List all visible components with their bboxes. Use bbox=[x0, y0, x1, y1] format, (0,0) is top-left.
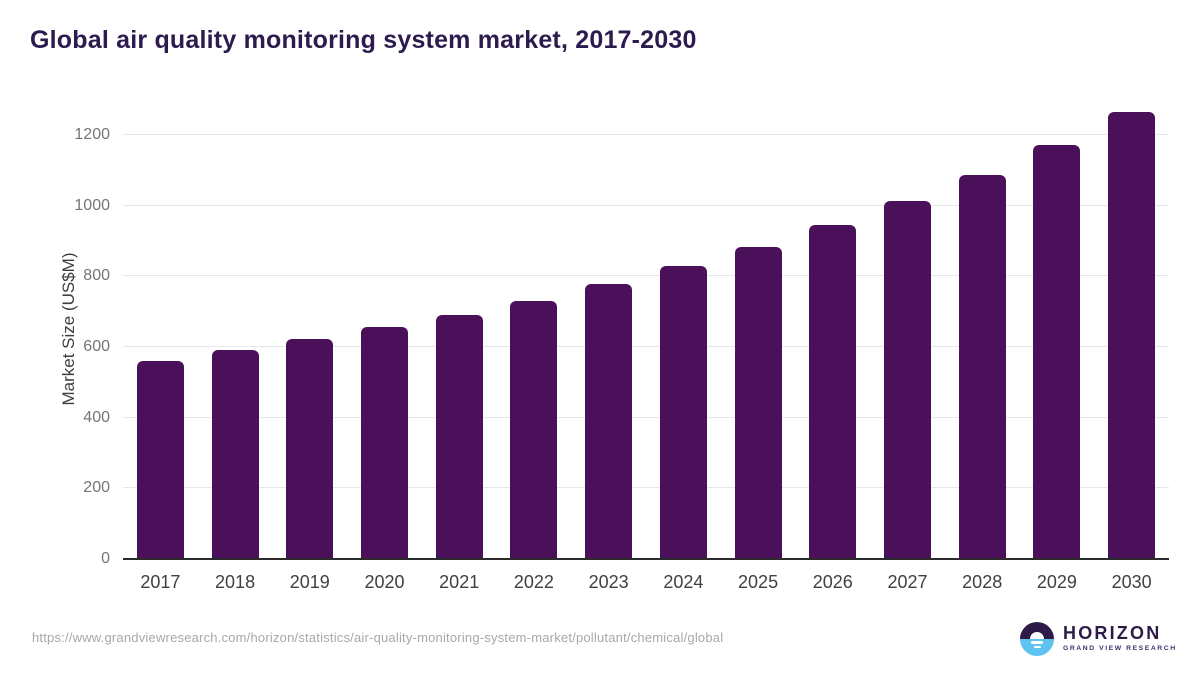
x-axis-line bbox=[123, 558, 1169, 560]
bar-2024 bbox=[659, 266, 707, 559]
x-tick-label-2020: 2020 bbox=[364, 572, 405, 592]
water-reflection-icon bbox=[1031, 641, 1043, 644]
y-tick-label-800: 800 bbox=[83, 267, 110, 285]
x-tick-label-2019: 2019 bbox=[289, 572, 330, 592]
bar-2026 bbox=[809, 225, 857, 559]
sun-icon bbox=[1030, 632, 1044, 639]
x-tick-label-2021: 2021 bbox=[439, 572, 480, 592]
x-tick-label-2030: 2030 bbox=[1111, 572, 1152, 592]
bar-2020 bbox=[361, 327, 408, 559]
x-tick-label-2018: 2018 bbox=[215, 572, 256, 592]
x-tick-label-2029: 2029 bbox=[1036, 572, 1077, 592]
x-tick-label-2025: 2025 bbox=[738, 572, 779, 592]
x-tick-label-2028: 2028 bbox=[962, 572, 1003, 592]
water-reflection-icon bbox=[1033, 646, 1041, 648]
bar-2025 bbox=[734, 247, 782, 559]
gridline-1200 bbox=[123, 134, 1169, 135]
bar-2018 bbox=[211, 350, 259, 559]
horizon-logo-icon bbox=[1020, 622, 1054, 656]
gridline-200 bbox=[123, 487, 1169, 489]
y-tick-label-1200: 1200 bbox=[74, 126, 110, 143]
y-tick-label-200: 200 bbox=[83, 479, 110, 497]
y-tick-label-400: 400 bbox=[83, 408, 110, 426]
bar-2019 bbox=[286, 338, 334, 559]
x-tick-label-2022: 2022 bbox=[513, 572, 554, 592]
y-tick-label-1000: 1000 bbox=[74, 196, 110, 214]
bar-2029 bbox=[1033, 145, 1081, 559]
y-axis-title: Market Size (US$M) bbox=[59, 252, 78, 406]
x-tick-label-2026: 2026 bbox=[812, 572, 853, 592]
bar-2021 bbox=[435, 314, 483, 559]
logo-subtitle: GRAND VIEW RESEARCH bbox=[1063, 645, 1177, 652]
bar-2023 bbox=[585, 284, 633, 559]
source-url: https://www.grandviewresearch.com/horizo… bbox=[32, 630, 724, 645]
y-tick-label-0: 0 bbox=[101, 550, 110, 567]
gridline-600 bbox=[123, 346, 1169, 347]
logo-name: HORIZON bbox=[1063, 623, 1162, 643]
page-title: Global air quality monitoring system mar… bbox=[30, 26, 697, 54]
x-tick-label-2027: 2027 bbox=[887, 572, 928, 592]
gridline-800 bbox=[123, 275, 1169, 277]
bar-2017 bbox=[136, 361, 184, 559]
x-tick-label-2017: 2017 bbox=[140, 572, 181, 592]
y-tick-label-600: 600 bbox=[83, 338, 110, 355]
gridline-1000 bbox=[123, 204, 1169, 206]
bar-2028 bbox=[958, 174, 1006, 559]
bar-2022 bbox=[510, 300, 558, 559]
plot-area: 0 200 400 600 800 1000 1200 2017 2018 2019 2020 202… bbox=[74, 100, 1169, 591]
gridline-400 bbox=[123, 416, 1169, 418]
x-tick-label-2023: 2023 bbox=[588, 572, 629, 592]
horizon-logo: HORIZON GRAND VIEW RESEARCH bbox=[1020, 622, 1177, 656]
logo-text: HORIZON GRAND VIEW RESEARCH bbox=[1063, 623, 1177, 652]
bar-2030 bbox=[1108, 112, 1156, 559]
x-tick-label-2024: 2024 bbox=[663, 572, 704, 592]
bar-2027 bbox=[884, 200, 931, 559]
